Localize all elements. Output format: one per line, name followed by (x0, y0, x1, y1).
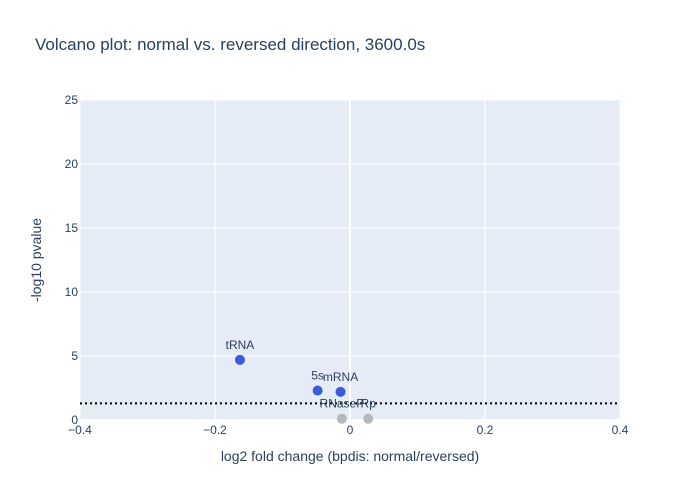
data-point (335, 386, 346, 397)
x-axis-label: log2 fold change (bpdis: normal/reversed… (221, 448, 479, 464)
y-tick-label: 15 (65, 221, 79, 235)
x-tick-label: 0 (347, 423, 354, 437)
data-point (336, 413, 347, 424)
data-point (234, 354, 245, 365)
y-tick-label: 20 (65, 157, 79, 171)
y-tick-label: 10 (65, 285, 79, 299)
y-axis-label: -log10 pvalue (28, 218, 44, 302)
x-tick-label: 0.4 (612, 423, 629, 437)
data-point (312, 385, 323, 396)
point-label: Rp (361, 397, 377, 411)
point-label: RNaseP (320, 397, 365, 411)
point-label: 5s (311, 369, 324, 383)
data-points (234, 354, 374, 424)
x-tick-label: −0.2 (203, 423, 227, 437)
data-point (363, 413, 374, 424)
grid-lines (79, 99, 621, 421)
x-axis-ticks: −0.4 −0.2 0 0.2 0.4 (68, 423, 629, 437)
x-tick-label: −0.4 (68, 423, 92, 437)
y-axis-ticks: 0 5 10 15 20 25 (65, 93, 79, 427)
x-tick-label: 0.2 (477, 423, 494, 437)
point-label: mRNA (323, 370, 358, 384)
y-tick-label: 25 (65, 93, 79, 107)
y-tick-label: 0 (71, 413, 78, 427)
y-tick-label: 5 (71, 349, 78, 363)
chart-title: Volcano plot: normal vs. reversed direct… (35, 35, 425, 54)
point-label: tRNA (226, 338, 255, 352)
